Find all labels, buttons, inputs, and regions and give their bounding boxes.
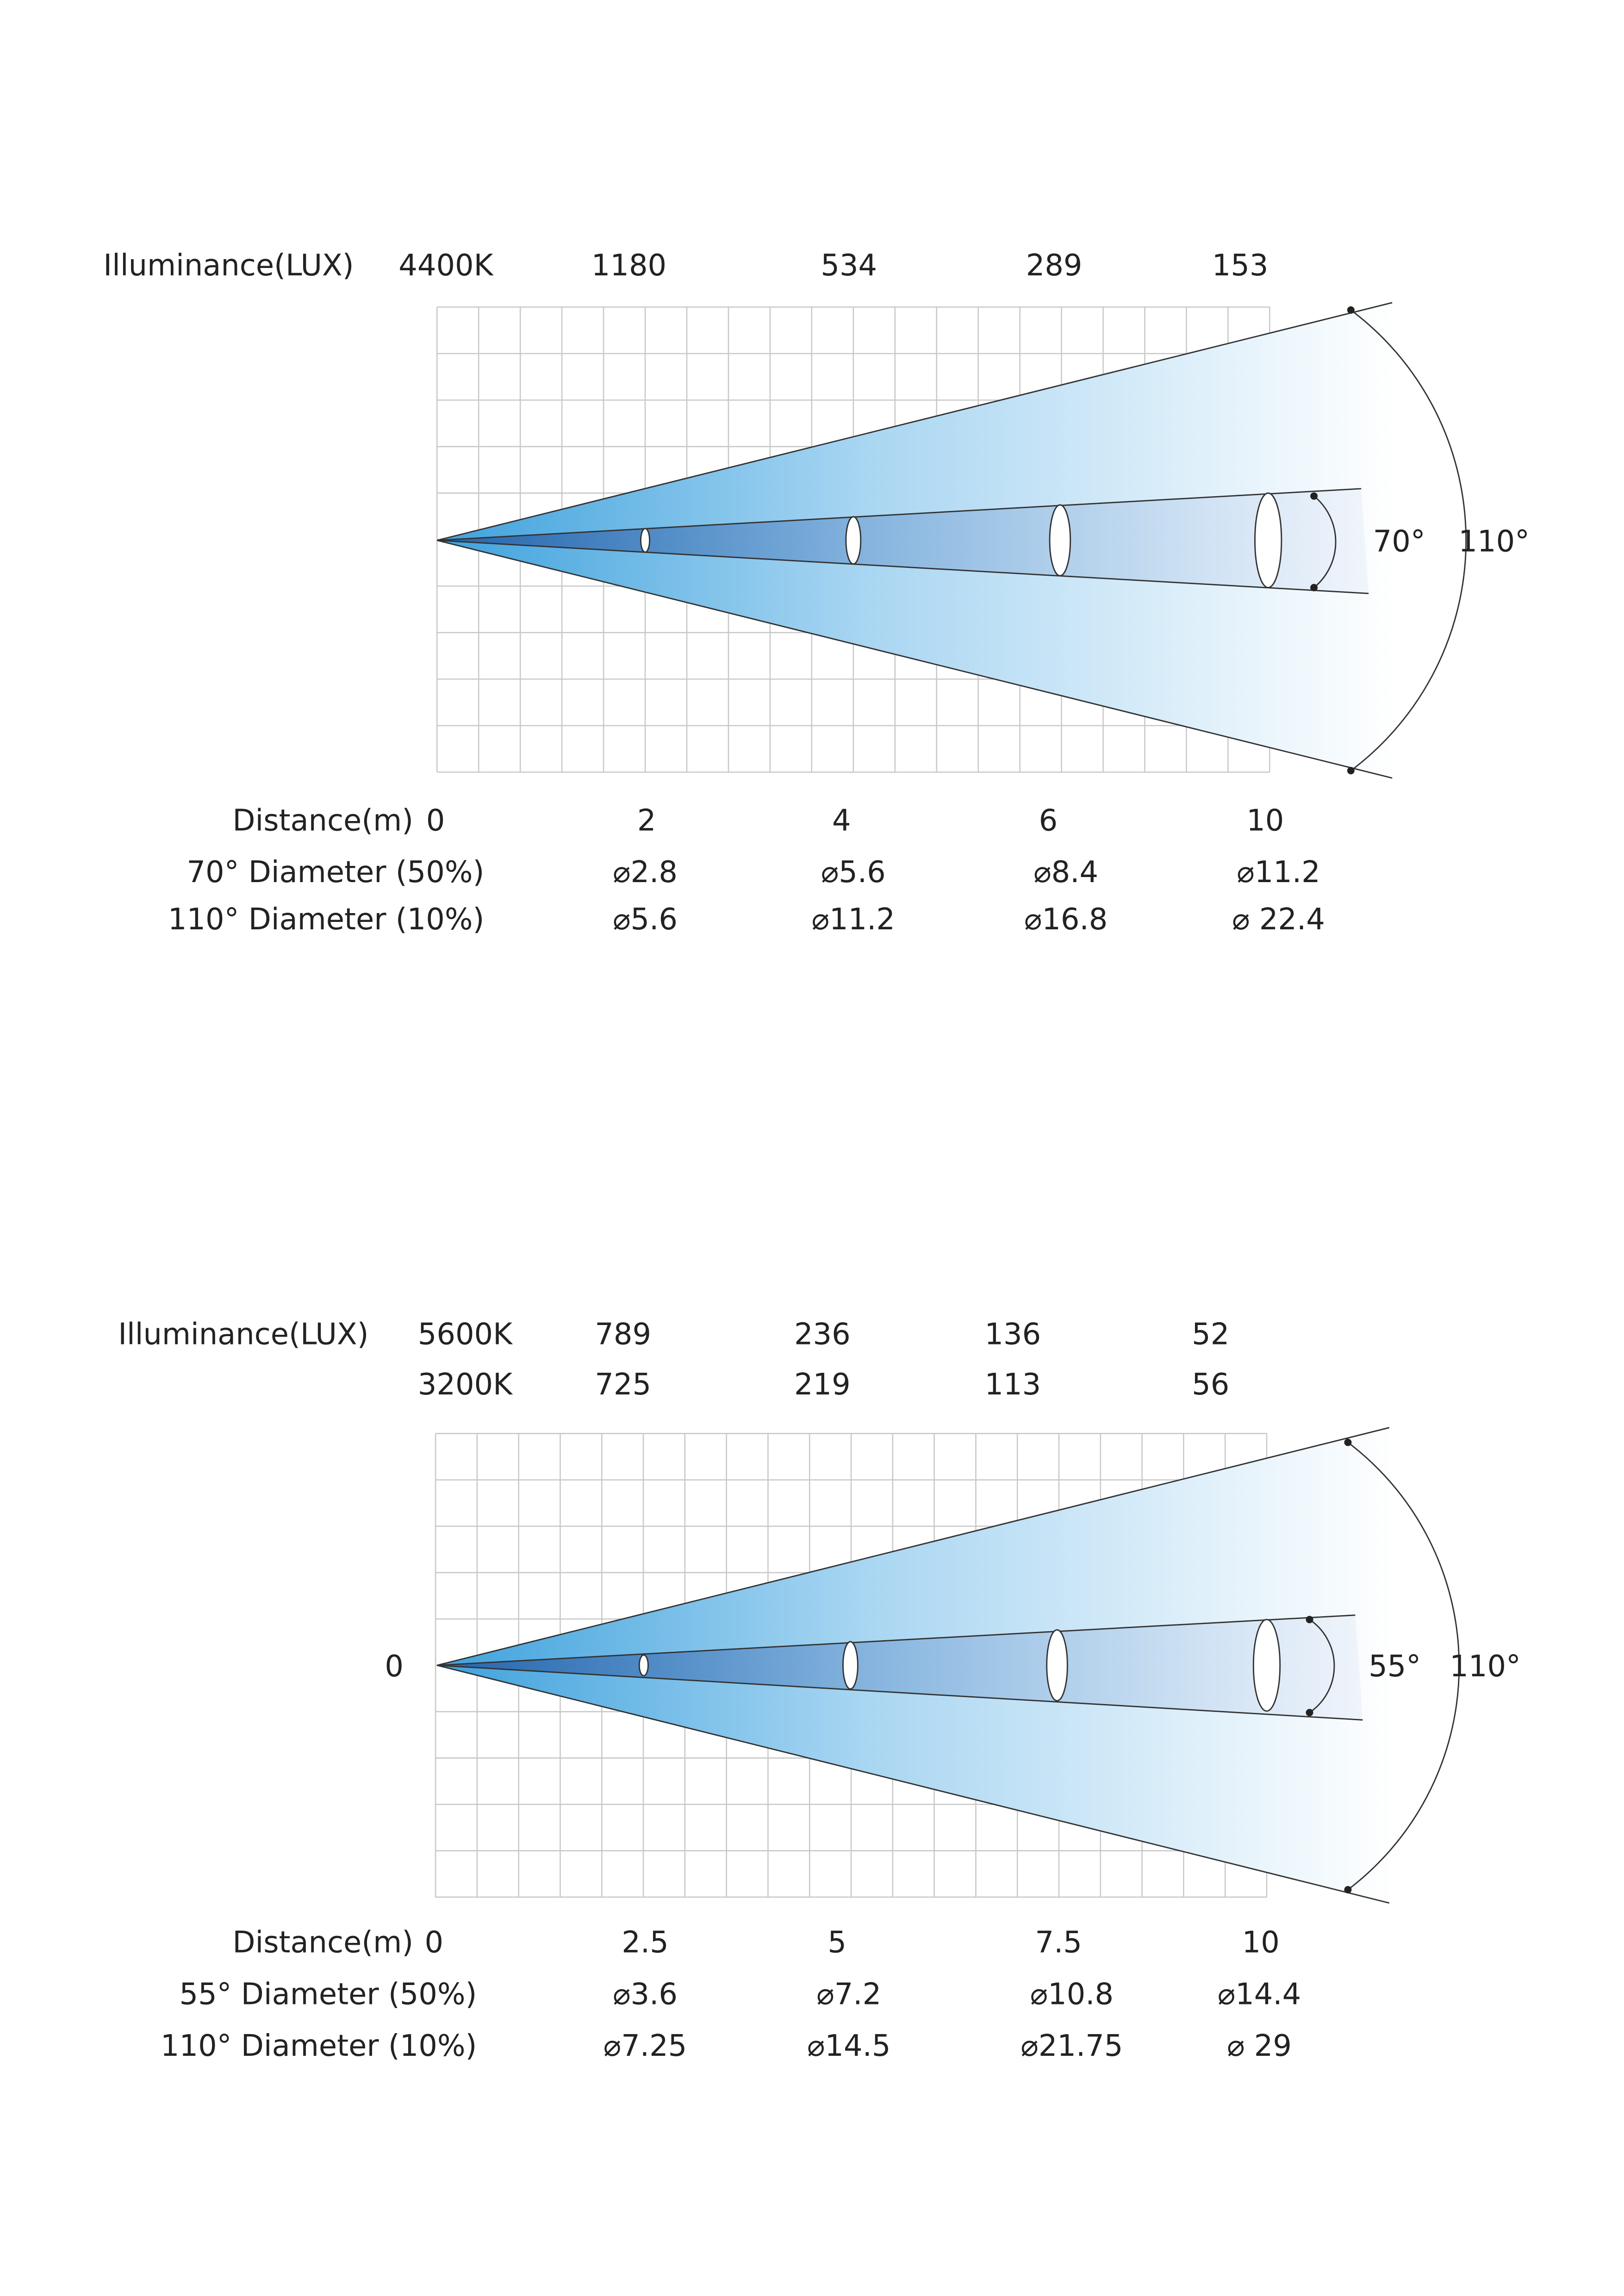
lux-value: 534	[821, 249, 877, 283]
beam-section	[845, 516, 862, 565]
diameter-value: ⌀10.8	[1030, 1977, 1114, 2011]
diameter-label: 70° Diameter (50%)	[187, 855, 484, 890]
diameter-value: ⌀5.6	[613, 902, 678, 937]
inner-beam	[437, 1615, 1363, 1720]
lux-value: 236	[794, 1317, 851, 1351]
diameter-value: ⌀ 22.4	[1232, 902, 1325, 937]
lux-value: 4400K	[398, 249, 494, 283]
lux-value: 289	[1026, 249, 1083, 283]
diameter-value: ⌀14.4	[1218, 1977, 1301, 2011]
beam-edge	[437, 540, 1369, 594]
diameter-label: 55° Diameter (50%)	[179, 1977, 477, 2011]
distance-value: 6	[1039, 803, 1058, 838]
inner-angle-arc	[1309, 1619, 1335, 1713]
lux-value: 52	[1192, 1317, 1229, 1351]
lux-value: 136	[984, 1317, 1041, 1351]
beam-edge	[436, 1427, 1390, 1666]
beam-edge	[436, 302, 1393, 541]
lux-value: 725	[595, 1368, 651, 1402]
beam-edge	[437, 488, 1362, 541]
arrow-head	[1306, 1709, 1313, 1717]
inner-angle-label: 55°	[1369, 1649, 1421, 1684]
outer-angle-label: 110°	[1450, 1649, 1521, 1684]
diameter-value: ⌀7.2	[816, 1977, 881, 2011]
arrow-head	[1344, 1886, 1352, 1894]
lux-value: 789	[595, 1317, 651, 1351]
beam-edge	[436, 540, 1393, 779]
distance-value: 0	[425, 1926, 444, 1960]
origin-label: 0	[385, 1649, 404, 1684]
distance-value: 10	[1242, 1926, 1280, 1960]
arrow-head	[1306, 1616, 1313, 1624]
distance-value: 10	[1246, 803, 1284, 838]
diameter-value: ⌀11.2	[1237, 855, 1320, 890]
beam-section	[1046, 1629, 1068, 1702]
beam-section	[638, 1654, 649, 1677]
outer-angle-arc	[1350, 309, 1467, 772]
beam-diagram: 70° 110° Illuminance(LUX) 4400K 1180 534 289 15…	[103, 249, 1530, 937]
lux-value: 113	[984, 1368, 1041, 1402]
illuminance-label: Illuminance(LUX)	[118, 1317, 368, 1351]
beam-section	[1252, 1618, 1281, 1712]
diameter-value: ⌀21.75	[1020, 2029, 1123, 2063]
diameter-value: ⌀14.5	[807, 2029, 890, 2063]
diameter-value: ⌀3.6	[613, 1977, 678, 2011]
beam-edge	[437, 1614, 1356, 1666]
beam-section	[1254, 492, 1282, 589]
outer-angle-label: 110°	[1458, 524, 1530, 559]
lux-value: 219	[794, 1368, 851, 1402]
beam-edge	[436, 1664, 1390, 1904]
lux-value: 56	[1192, 1368, 1229, 1402]
inner-angle-label: 70°	[1373, 524, 1425, 559]
beam-section	[842, 1641, 859, 1690]
arrow-head	[1344, 1438, 1352, 1446]
arrow-head	[1310, 584, 1318, 591]
outer-angle-arc	[1347, 1442, 1460, 1891]
arrow-head	[1347, 767, 1355, 775]
inner-angle-arc	[1313, 495, 1337, 588]
diameter-label: 110° Diameter (10%)	[161, 2029, 477, 2063]
beam-diagram: 55° 110° Illuminance(LUX) 5600K 789 236 136 52 3…	[118, 1317, 1521, 2063]
diameter-value: ⌀ 29	[1227, 2029, 1292, 2063]
beam-section	[640, 528, 651, 553]
lux-value: 153	[1212, 249, 1269, 283]
distance-value: 4	[832, 803, 851, 838]
distance-value: 2	[637, 803, 656, 838]
distance-value: 0	[426, 803, 445, 838]
lux-value: 3200K	[418, 1368, 513, 1402]
diameter-value: ⌀11.2	[812, 902, 895, 937]
distance-value: 7.5	[1035, 1926, 1082, 1960]
distance-value: 5	[828, 1926, 846, 1960]
distance-label: Distance(m)	[232, 1926, 413, 1960]
lux-value: 5600K	[418, 1317, 513, 1351]
diameter-value: ⌀2.8	[613, 855, 678, 890]
arrow-head	[1347, 306, 1355, 314]
lux-value: 1180	[591, 249, 666, 283]
inner-beam	[437, 488, 1369, 594]
diameter-value: ⌀8.4	[1033, 855, 1098, 890]
diameter-value: ⌀7.25	[604, 2029, 687, 2063]
diameter-value: ⌀5.6	[821, 855, 886, 890]
illuminance-label: Illuminance(LUX)	[103, 249, 354, 283]
beam-edge	[437, 1664, 1363, 1721]
arrow-head	[1310, 492, 1318, 500]
distance-label: Distance(m)	[232, 803, 413, 838]
diameter-label: 110° Diameter (10%)	[168, 902, 484, 937]
distance-value: 2.5	[622, 1926, 668, 1960]
diameter-value: ⌀16.8	[1024, 902, 1108, 937]
beam-section	[1049, 504, 1071, 577]
